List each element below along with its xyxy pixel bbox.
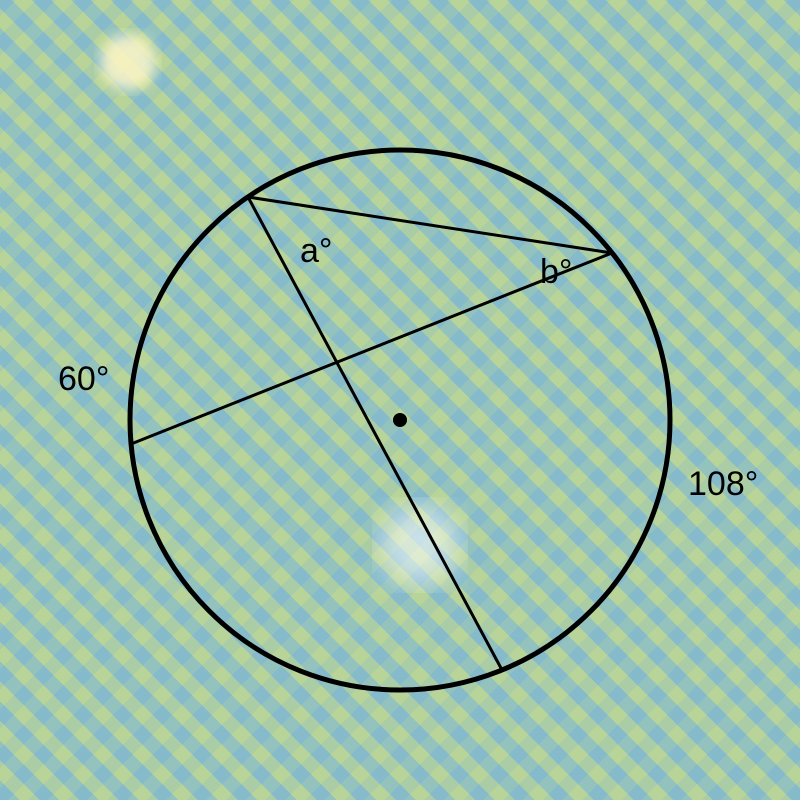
flare-top-left [100,34,156,90]
arc-60-label: 60° [58,360,109,399]
geometry-svg [0,0,800,800]
arc-108-label: 108° [688,465,758,504]
angle-b-label: b° [540,253,573,292]
angle-a-label: a° [300,232,333,271]
chord-ad [248,197,502,670]
diagram-canvas: a° b° 60° 108° [0,0,800,800]
center-dot [393,413,407,427]
